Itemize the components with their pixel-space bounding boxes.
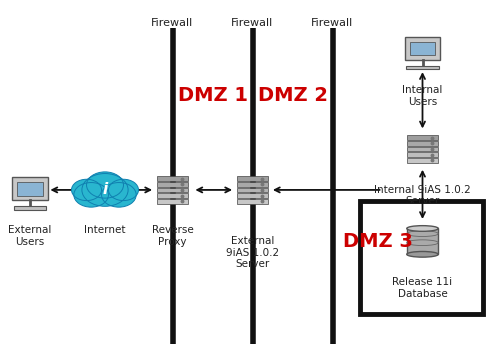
Polygon shape xyxy=(157,188,188,192)
Text: Reverse
Proxy: Reverse Proxy xyxy=(152,225,194,247)
Polygon shape xyxy=(407,158,438,163)
Circle shape xyxy=(108,179,138,201)
Polygon shape xyxy=(237,199,268,203)
Text: Internal 9iAS 1.0.2
Server: Internal 9iAS 1.0.2 Server xyxy=(374,185,471,206)
Polygon shape xyxy=(237,176,268,181)
Polygon shape xyxy=(407,141,438,146)
Circle shape xyxy=(82,174,128,206)
Text: i: i xyxy=(102,182,108,197)
Text: External
9iAS 1.0.2
Server: External 9iAS 1.0.2 Server xyxy=(226,236,279,269)
Polygon shape xyxy=(407,136,438,140)
Circle shape xyxy=(74,182,108,207)
Text: DMZ 3: DMZ 3 xyxy=(342,232,412,251)
Ellipse shape xyxy=(407,226,438,231)
Circle shape xyxy=(86,172,124,198)
Polygon shape xyxy=(12,177,48,200)
Polygon shape xyxy=(157,182,188,187)
Text: Firewall: Firewall xyxy=(152,18,194,28)
Polygon shape xyxy=(157,199,188,203)
Text: Firewall: Firewall xyxy=(312,18,354,28)
Polygon shape xyxy=(17,182,43,196)
Ellipse shape xyxy=(407,251,438,257)
Polygon shape xyxy=(410,42,436,55)
Text: Release 11i
Database: Release 11i Database xyxy=(392,277,452,299)
Polygon shape xyxy=(157,193,188,198)
Polygon shape xyxy=(406,66,438,69)
Polygon shape xyxy=(14,206,46,209)
Polygon shape xyxy=(407,152,438,157)
Text: Internet: Internet xyxy=(84,225,126,235)
Text: Firewall: Firewall xyxy=(232,18,274,28)
Circle shape xyxy=(102,182,136,207)
Polygon shape xyxy=(237,188,268,192)
Circle shape xyxy=(72,179,102,201)
Polygon shape xyxy=(407,147,438,151)
Polygon shape xyxy=(407,229,438,254)
Polygon shape xyxy=(237,193,268,198)
Text: DMZ 1: DMZ 1 xyxy=(178,86,248,105)
Polygon shape xyxy=(404,37,440,60)
Polygon shape xyxy=(157,176,188,181)
Text: Internal
Users: Internal Users xyxy=(402,85,442,107)
Text: DMZ 2: DMZ 2 xyxy=(258,86,328,105)
Polygon shape xyxy=(237,182,268,187)
Bar xyxy=(360,201,482,314)
Text: External
Users: External Users xyxy=(8,225,52,247)
